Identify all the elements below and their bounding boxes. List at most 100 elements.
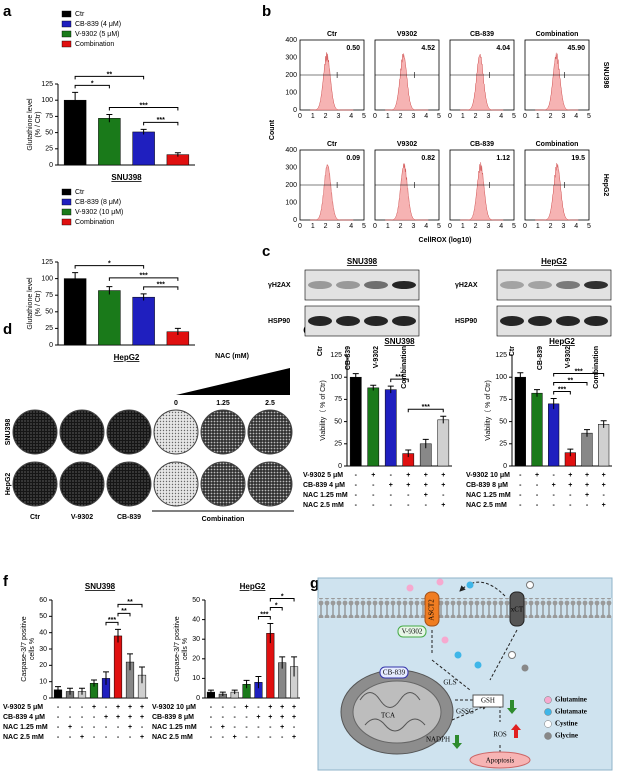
flow-y-tick: 0	[293, 217, 297, 224]
significance-label: ***	[422, 404, 430, 411]
y-tick-label: 25	[45, 146, 53, 153]
flow-x-tick: 4	[499, 223, 503, 230]
cystine	[508, 651, 516, 659]
condition-sign: -	[569, 502, 572, 509]
condition-sign: +	[441, 482, 445, 489]
condition-sign: -	[390, 472, 393, 479]
bar-chart: 0 25 50 75 100 125 Glutathione level (% / Ctr) *…	[27, 10, 195, 182]
legend-label: V-9302 (5 μM)	[75, 31, 120, 38]
bar	[63, 99, 87, 166]
legend-swatch	[61, 30, 72, 38]
error-bar	[387, 385, 394, 394]
flow-x-tick: 5	[587, 113, 591, 120]
panel-label: c	[262, 243, 270, 260]
condition-sign: -	[93, 724, 96, 731]
cb839-box	[379, 666, 409, 679]
error-bar	[103, 671, 109, 685]
legend-label: Ctr	[75, 11, 85, 18]
bar	[367, 387, 380, 467]
condition-sign: -	[234, 714, 237, 721]
condition-label: NAC 1.25 mM	[466, 492, 511, 499]
flow-x-tick: 3	[561, 113, 565, 120]
blot-band	[364, 316, 388, 326]
y-tick-label: 100	[330, 374, 342, 381]
y-tick-label: 50	[45, 129, 53, 136]
error-bar	[207, 689, 214, 695]
condition-label: V-9302 5 μM	[303, 472, 343, 479]
flow-gate	[375, 72, 439, 78]
pathway-legend: Glutamine Glutamate Cystine Glycine	[544, 696, 587, 740]
y-tick-label: 100	[41, 275, 53, 282]
significance-bracket	[390, 378, 409, 383]
y-tick-label: 25	[45, 325, 53, 332]
y-tick-label: 125	[330, 352, 342, 359]
flow-column-title: Combination	[536, 31, 579, 38]
error-bar	[72, 272, 79, 285]
significance-label: ***	[558, 386, 566, 393]
chart-title: HepG2	[240, 582, 266, 591]
condition-sign: -	[257, 724, 260, 731]
condition-sign: -	[407, 492, 410, 499]
flow-x-tick: 0	[373, 223, 377, 230]
blot-band	[500, 316, 524, 326]
label: NADPH	[426, 736, 450, 744]
flow-gate	[450, 182, 514, 188]
error-bar	[106, 113, 113, 123]
condition-sign: -	[245, 734, 248, 741]
significance-bracket	[269, 607, 283, 611]
y-tick-label: 100	[41, 97, 53, 104]
flow-x-tick: 3	[411, 223, 415, 230]
condition-sign: -	[210, 734, 213, 741]
flow-y-tick: 300	[285, 164, 297, 171]
condition-sign: -	[519, 502, 522, 509]
colony-column-label: CB-839	[117, 514, 141, 521]
flow-x-tick: 0	[373, 113, 377, 120]
significance-bracket	[74, 265, 145, 269]
error-bar	[517, 372, 524, 382]
flow-histogram	[310, 163, 354, 221]
label: CB-839	[383, 669, 406, 677]
condition-sign: +	[552, 482, 556, 489]
significance-label: *	[275, 602, 278, 609]
condition-label: NAC 2.5 mM	[303, 502, 344, 509]
condition-sign: -	[129, 734, 132, 741]
condition-label: NAC 2.5 mM	[3, 734, 44, 741]
flow-x-tick: 2	[474, 113, 478, 120]
bar	[98, 118, 121, 166]
flow-percentage: 45.90	[567, 45, 585, 52]
condition-sign: -	[293, 724, 296, 731]
flow-x-tick: 1	[311, 113, 315, 120]
error-bar	[67, 687, 73, 695]
y-tick-label: 50	[192, 597, 200, 604]
significance-bracket	[143, 286, 179, 290]
flow-gate	[300, 182, 364, 188]
membrane	[318, 598, 612, 618]
condition-sign: -	[222, 704, 225, 711]
flow-x-tick: 5	[437, 223, 441, 230]
legend-swatch	[61, 198, 72, 206]
condition-sign: +	[424, 492, 428, 499]
condition-label: NAC 1.25 mM	[152, 724, 197, 731]
flow-x-tick: 5	[362, 113, 366, 120]
flow-y-tick: 200	[285, 72, 297, 79]
xct-transporter	[509, 591, 525, 627]
flow-gate	[525, 182, 589, 188]
blot-protein: γH2AX	[455, 282, 478, 289]
flow-x-tick: 0	[523, 113, 527, 120]
condition-label: CB-839 4 μM	[3, 714, 45, 721]
colony-plate	[247, 409, 293, 455]
flow-x-tick: 4	[574, 113, 578, 120]
condition-sign: -	[536, 502, 539, 509]
colony-plate	[106, 409, 152, 455]
condition-sign: +	[602, 502, 606, 509]
condition-sign: +	[140, 704, 144, 711]
significance-label: ***	[157, 282, 165, 289]
colony-column-label: V-9302	[71, 514, 93, 521]
bar-chart: 0 25 50 75 100 125 Glutathione level (% / Ctr) *…	[27, 188, 195, 362]
blot-band	[528, 281, 552, 289]
colony-plate	[200, 461, 246, 507]
y-axis-label: Glutathione level	[27, 277, 34, 330]
flow-y-tick: 0	[293, 107, 297, 114]
error-bar	[231, 689, 238, 695]
